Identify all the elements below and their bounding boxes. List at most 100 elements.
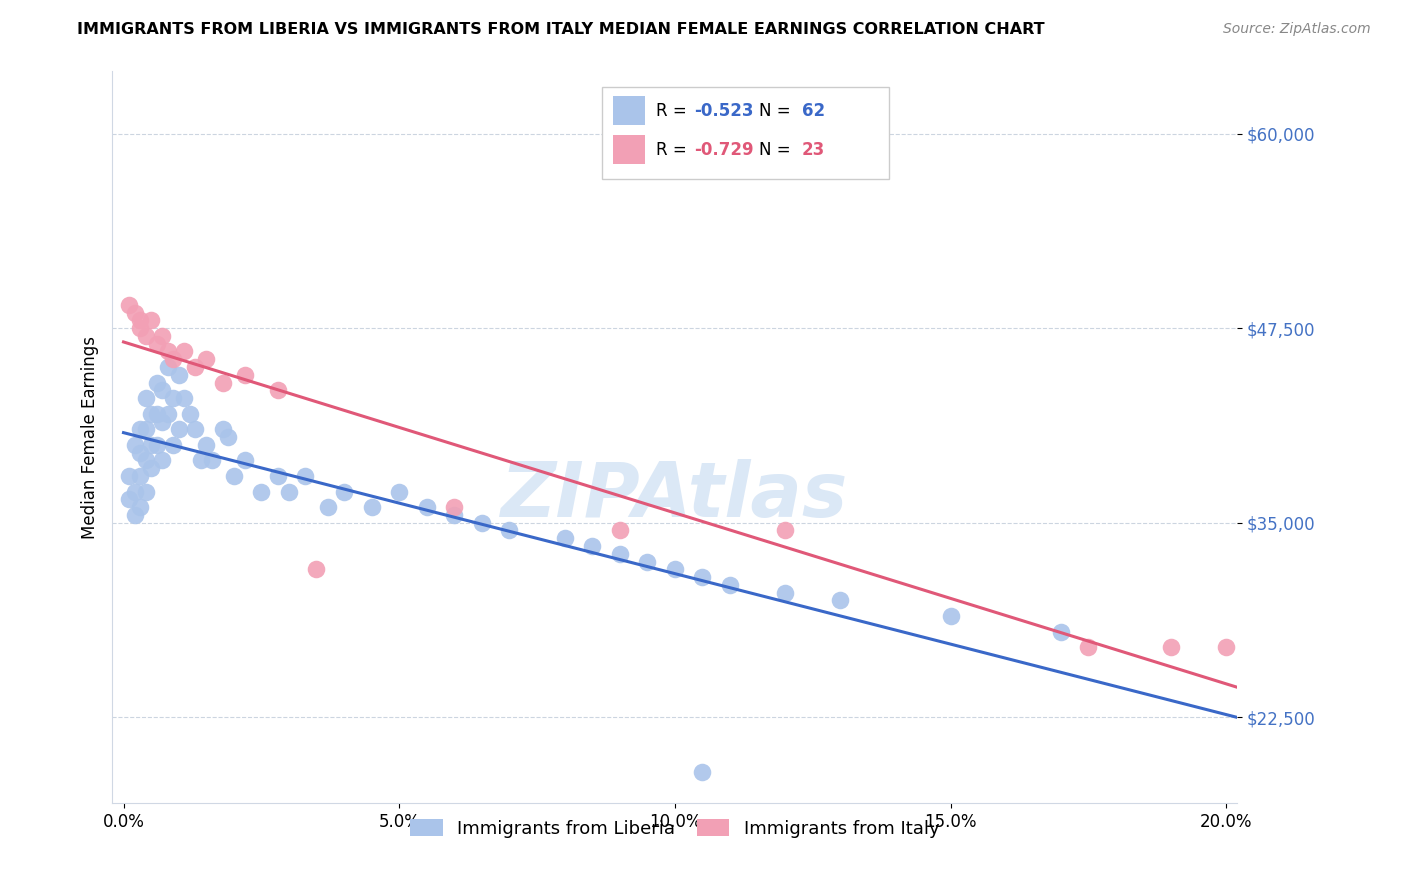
Point — [124, 484, 146, 499]
Point — [173, 391, 195, 405]
Point — [129, 321, 152, 335]
Text: IMMIGRANTS FROM LIBERIA VS IMMIGRANTS FROM ITALY MEDIAN FEMALE EARNINGS CORRELAT: IMMIGRANTS FROM LIBERIA VS IMMIGRANTS FR… — [77, 22, 1045, 37]
Point — [156, 407, 179, 421]
Text: ZIPAtlas: ZIPAtlas — [501, 458, 849, 533]
Text: R =: R = — [655, 141, 692, 159]
Point — [211, 376, 233, 390]
Text: -0.523: -0.523 — [695, 102, 754, 120]
Point — [167, 422, 190, 436]
Point — [184, 422, 207, 436]
Point — [1215, 640, 1237, 655]
Point — [498, 524, 520, 538]
Point — [222, 469, 245, 483]
Point — [135, 329, 157, 343]
Point — [416, 500, 439, 515]
Point — [156, 359, 179, 374]
Point — [118, 469, 141, 483]
Point — [179, 407, 201, 421]
Point — [471, 516, 494, 530]
Point — [773, 585, 796, 599]
Point — [190, 453, 212, 467]
Point — [124, 438, 146, 452]
Point — [167, 368, 190, 382]
Point — [173, 344, 195, 359]
Point — [129, 469, 152, 483]
Point — [443, 500, 465, 515]
Point — [217, 430, 239, 444]
Point — [195, 438, 218, 452]
Point — [150, 384, 173, 398]
Point — [162, 352, 184, 367]
Point — [316, 500, 339, 515]
Point — [581, 539, 603, 553]
Text: -0.729: -0.729 — [695, 141, 754, 159]
Point — [233, 368, 256, 382]
Point — [135, 484, 157, 499]
Y-axis label: Median Female Earnings: Median Female Earnings — [80, 335, 98, 539]
Point — [609, 524, 631, 538]
Text: N =: N = — [759, 102, 796, 120]
Point — [1050, 624, 1073, 639]
Text: R =: R = — [655, 102, 692, 120]
Point — [201, 453, 224, 467]
Point — [145, 376, 167, 390]
Point — [718, 578, 741, 592]
Point — [124, 305, 146, 319]
Point — [150, 453, 173, 467]
Point — [360, 500, 382, 515]
Point — [1160, 640, 1182, 655]
Point — [145, 407, 167, 421]
Point — [939, 609, 962, 624]
Point — [145, 336, 167, 351]
Point — [664, 562, 686, 576]
Text: 62: 62 — [801, 102, 825, 120]
Point — [277, 484, 299, 499]
Point — [195, 352, 218, 367]
Point — [129, 445, 152, 459]
Point — [135, 453, 157, 467]
Point — [139, 438, 162, 452]
Point — [1077, 640, 1099, 655]
Point — [211, 422, 233, 436]
Point — [267, 384, 290, 398]
Point — [692, 570, 714, 584]
Point — [145, 438, 167, 452]
Point — [636, 555, 658, 569]
Point — [609, 547, 631, 561]
Point — [267, 469, 290, 483]
Point — [139, 461, 162, 475]
Point — [294, 469, 316, 483]
Point — [129, 313, 152, 327]
Bar — [613, 135, 644, 164]
Point — [135, 422, 157, 436]
Text: 23: 23 — [801, 141, 825, 159]
Point — [118, 492, 141, 507]
FancyBboxPatch shape — [602, 87, 889, 179]
Point — [139, 313, 162, 327]
Point — [184, 359, 207, 374]
Point — [162, 438, 184, 452]
Point — [156, 344, 179, 359]
Point — [124, 508, 146, 522]
Legend: Immigrants from Liberia, Immigrants from Italy: Immigrants from Liberia, Immigrants from… — [404, 813, 946, 845]
Point — [443, 508, 465, 522]
Point — [773, 524, 796, 538]
Point — [233, 453, 256, 467]
Point — [129, 500, 152, 515]
Point — [150, 329, 173, 343]
Point — [830, 593, 852, 607]
Point — [554, 531, 576, 545]
Point — [692, 764, 714, 779]
Point — [250, 484, 273, 499]
Text: Source: ZipAtlas.com: Source: ZipAtlas.com — [1223, 22, 1371, 37]
Text: N =: N = — [759, 141, 796, 159]
Point — [135, 391, 157, 405]
Point — [305, 562, 328, 576]
Point — [388, 484, 411, 499]
Point — [139, 407, 162, 421]
Point — [333, 484, 356, 499]
Point — [162, 391, 184, 405]
Point — [118, 298, 141, 312]
Point — [150, 415, 173, 429]
Point — [129, 422, 152, 436]
